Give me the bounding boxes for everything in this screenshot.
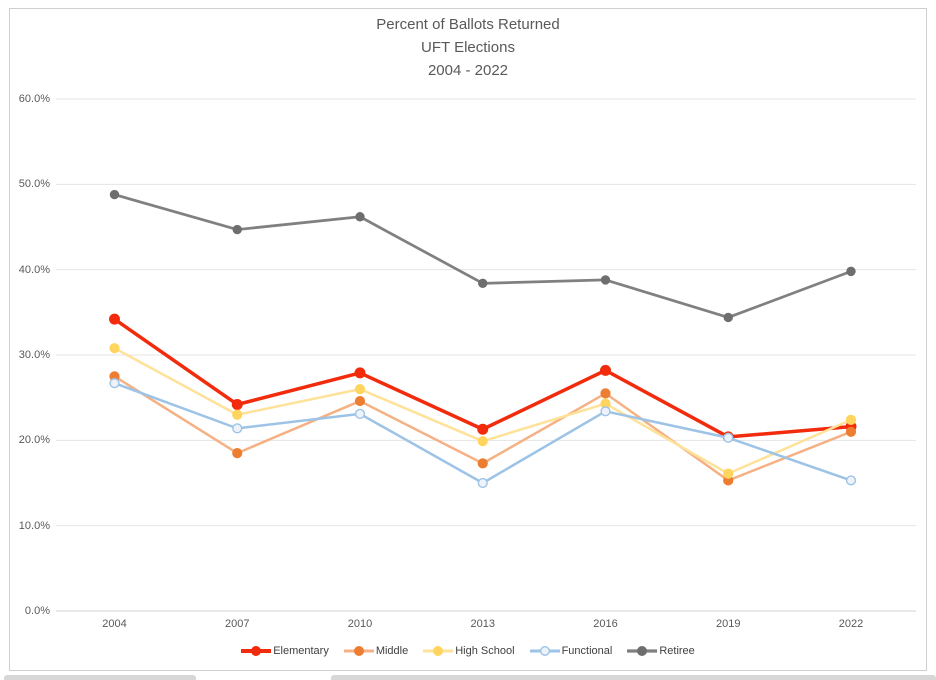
legend-label-elementary: Elementary xyxy=(273,645,329,657)
legend-marker-high-school-icon xyxy=(423,645,454,657)
marker-elementary-2010 xyxy=(354,367,366,379)
y-axis-label-10: 10.0% xyxy=(18,519,50,532)
marker-middle-2013 xyxy=(477,458,488,469)
marker-elementary-2016 xyxy=(600,364,612,376)
x-axis-label-2016: 2016 xyxy=(593,618,618,630)
legend-label-high-school: High School xyxy=(455,645,515,657)
marker-retiree-2019 xyxy=(723,312,733,323)
marker-functional-2013 xyxy=(477,477,488,489)
marker-functional-2010 xyxy=(354,408,366,419)
y-axis-label-40: 40.0% xyxy=(18,263,50,276)
marker-elementary-2004 xyxy=(108,313,120,325)
x-axis-label-2004: 2004 xyxy=(102,618,127,630)
legend-dot-high-school xyxy=(433,645,444,657)
legend-marker-functional-icon xyxy=(529,645,560,657)
legend-item-functional: Functional xyxy=(529,645,613,657)
marker-retiree-2016 xyxy=(600,275,611,285)
legend-dot-middle xyxy=(353,645,364,657)
chart-title-line-2: UFT Elections xyxy=(421,39,515,56)
marker-high-school-2013 xyxy=(477,436,488,447)
x-axis-label-2013: 2013 xyxy=(470,618,495,630)
marker-elementary-2007 xyxy=(231,398,243,410)
chart-legend: Elementary Middle High School Functional Ret… xyxy=(0,645,936,657)
x-axis-label-2019: 2019 xyxy=(716,618,741,630)
legend-dot-retiree xyxy=(637,645,648,657)
series-line-elementary xyxy=(112,317,853,439)
chart-title: Percent of Ballots Returned UFT Election… xyxy=(0,13,936,82)
legend-dot-functional xyxy=(539,645,550,657)
marker-functional-2004 xyxy=(109,378,120,389)
y-axis-label-60: 60.0% xyxy=(18,93,50,105)
legend-item-high-school: High School xyxy=(423,645,515,657)
chart-title-line-3: 2004 - 2022 xyxy=(427,62,509,79)
y-axis-label-30: 30.0% xyxy=(18,349,50,361)
legend-label-retiree: Retiree xyxy=(659,645,695,657)
legend-dot-elementary xyxy=(251,645,262,657)
y-axis-label-0: 0.0% xyxy=(24,605,50,617)
marker-elementary-2013 xyxy=(477,423,489,435)
marker-retiree-2004 xyxy=(109,189,120,200)
marker-functional-2016 xyxy=(600,406,611,417)
legend-marker-middle-icon xyxy=(343,645,374,657)
legend-marker-retiree-icon xyxy=(627,645,658,657)
background-window-edge-left xyxy=(4,675,196,680)
marker-retiree-2010 xyxy=(355,212,365,222)
series-line-retiree xyxy=(113,193,853,319)
marker-high-school-2022 xyxy=(845,414,857,425)
chart-frame xyxy=(9,8,927,671)
marker-retiree-2013 xyxy=(478,278,488,289)
marker-functional-2019 xyxy=(723,432,734,443)
x-axis-label-2022: 2022 xyxy=(838,618,864,630)
marker-high-school-2019 xyxy=(723,468,734,479)
legend-item-retiree: Retiree xyxy=(627,645,695,657)
background-window-edge-right xyxy=(331,675,936,680)
chart-title-line-1: Percent of Ballots Returned xyxy=(376,16,560,33)
x-axis-label-2010: 2010 xyxy=(347,618,373,630)
y-axis-label-20: 20.0% xyxy=(18,434,50,447)
marker-high-school-2010 xyxy=(354,384,366,395)
marker-retiree-2007 xyxy=(232,224,242,235)
legend-item-middle: Middle xyxy=(343,645,409,657)
legend-label-functional: Functional xyxy=(561,645,613,657)
marker-middle-2010 xyxy=(354,395,366,407)
series-line-high-school xyxy=(113,346,853,475)
x-axis-label-2007: 2007 xyxy=(225,618,250,630)
marker-middle-2007 xyxy=(232,448,243,459)
marker-middle-2016 xyxy=(600,388,611,399)
legend-label-middle: Middle xyxy=(375,645,409,657)
legend-item-elementary: Elementary xyxy=(241,645,329,657)
y-axis-label-50: 50.0% xyxy=(18,178,50,191)
marker-functional-2022 xyxy=(845,475,857,486)
marker-retiree-2022 xyxy=(846,266,856,277)
marker-high-school-2004 xyxy=(109,343,120,354)
marker-high-school-2007 xyxy=(232,409,243,420)
legend-marker-elementary-icon xyxy=(241,645,272,657)
marker-functional-2007 xyxy=(232,423,243,434)
marker-middle-2022 xyxy=(845,426,857,437)
